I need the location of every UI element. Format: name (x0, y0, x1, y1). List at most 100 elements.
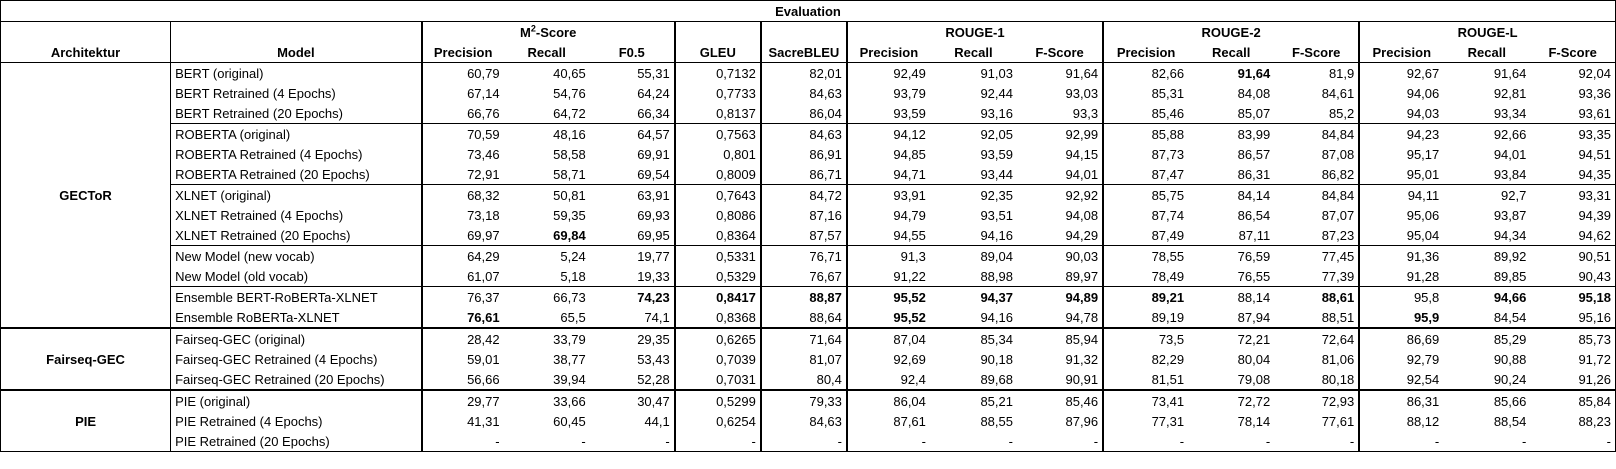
value-cell: 93,79 (845, 83, 930, 103)
value-cell: 84,14 (1237, 187, 1271, 203)
value-cell: 90,18 (980, 351, 1013, 367)
value-cell: 92,81 (1493, 85, 1527, 101)
value-cell: 0,6254 (673, 411, 761, 431)
value-cell: - (1530, 431, 1616, 452)
value-cell: 58,58 (553, 146, 586, 162)
table-row: New Model (old vocab) 61,07 5,18 19,33 0,532… (1, 266, 1616, 287)
value-cell: 64,72 (503, 103, 590, 124)
value-cell: 87,08 (1321, 146, 1355, 162)
value-cell: 69,54 (589, 164, 675, 185)
value-cell: 61,07 (420, 266, 504, 287)
value-cell: 19,33 (589, 266, 675, 287)
model-name-cell: XLNET (original) (170, 184, 423, 205)
value-cell: 85,66 (1493, 393, 1527, 409)
value-cell: 72,93 (1321, 393, 1355, 409)
value-cell: 79,08 (1188, 369, 1275, 391)
value-cell: 85,88 (1102, 123, 1189, 144)
value-cell: 0,7563 (673, 123, 761, 144)
value-cell: 59,35 (553, 207, 586, 223)
value-cell: 73,5 (1102, 328, 1189, 349)
value-cell: 54,76 (553, 85, 586, 101)
value-cell: 86,91 (759, 144, 847, 164)
model-group-cell (170, 21, 422, 42)
value-cell: 40,65 (553, 65, 586, 81)
value-cell: 81,9 (1328, 65, 1355, 81)
value-cell: 92,49 (845, 62, 930, 83)
value-cell: 94,11 (1358, 184, 1444, 205)
value-cell: 91,22 (845, 266, 930, 287)
architecture-cell: Fairseq-GEC (0, 328, 172, 391)
value-cell: 93,61 (1530, 103, 1616, 124)
value-cell: 86,71 (759, 164, 847, 185)
value-cell: 76,37 (420, 286, 504, 307)
value-cell: 91,64 (1493, 65, 1527, 81)
value-cell: 5,24 (560, 248, 586, 264)
value-cell: 90,51 (1530, 245, 1616, 266)
model-name-cell: Fairseq-GEC Retrained (20 Epochs) (170, 369, 423, 391)
value-cell: 92,05 (980, 126, 1013, 142)
value-cell: - (589, 431, 675, 452)
value-cell: 86,82 (1274, 164, 1360, 185)
value-cell: 87,61 (845, 411, 930, 431)
r1-precision-header: Precision (845, 42, 930, 63)
value-cell: 60,45 (553, 413, 586, 429)
value-cell: 78,49 (1102, 266, 1189, 287)
value-cell: 93,59 (980, 146, 1013, 162)
value-cell: 89,97 (1017, 266, 1104, 287)
value-cell: 90,91 (1017, 369, 1104, 391)
model-name-cell: Fairseq-GEC Retrained (4 Epochs) (170, 349, 423, 369)
value-cell: 0,5299 (673, 390, 761, 411)
value-cell: 79,33 (759, 390, 847, 411)
value-cell: 76,55 (1188, 266, 1275, 287)
table-row: XLNET (original) 68,32 50,81 63,91 0,7643 84,… (1, 184, 1616, 205)
value-cell: 89,21 (1102, 286, 1189, 307)
value-cell: 93,84 (1443, 164, 1531, 185)
value-cell: 0,8364 (673, 225, 761, 246)
value-cell: 74,23 (637, 289, 670, 305)
value-cell: 92,54 (1358, 369, 1444, 391)
value-cell: 50,81 (553, 187, 586, 203)
value-cell: 87,94 (1188, 307, 1275, 329)
sacrebleu-header: SacreBLEU (759, 42, 847, 63)
value-cell: 84,08 (1237, 85, 1271, 101)
value-cell: 93,16 (929, 103, 1017, 124)
value-cell: 33,79 (553, 331, 586, 347)
table-row: ROBERTA Retrained (20 Epochs) 72,91 58,71 6… (1, 164, 1616, 185)
value-cell: 92,67 (1358, 62, 1444, 83)
value-cell: 83,99 (1237, 126, 1271, 142)
value-cell: 92,04 (1530, 62, 1616, 83)
model-name-cell: New Model (new vocab) (170, 245, 423, 266)
value-cell: 38,77 (553, 351, 586, 367)
value-cell: 94,79 (845, 205, 930, 225)
value-cell: 91,28 (1358, 266, 1444, 287)
value-cell: 0,7733 (673, 83, 761, 103)
value-cell: 89,19 (1102, 307, 1189, 329)
value-cell: 90,03 (1065, 248, 1099, 264)
value-cell: 93,51 (980, 207, 1013, 223)
value-cell: 86,54 (1237, 207, 1271, 223)
value-cell: 77,39 (1274, 266, 1360, 287)
value-cell: 5,18 (503, 266, 590, 287)
value-cell: - (759, 431, 847, 452)
value-cell: 0,7132 (673, 62, 761, 83)
value-cell: 67,14 (420, 83, 504, 103)
value-cell: 93,87 (1493, 207, 1527, 223)
gleu-group-cell (673, 21, 761, 42)
value-cell: 87,07 (1321, 207, 1355, 223)
value-cell: 87,04 (845, 328, 930, 349)
value-cell: 90,88 (1493, 351, 1527, 367)
value-cell: - (1017, 431, 1104, 452)
value-cell: 56,66 (420, 369, 504, 391)
value-cell: 91,64 (1065, 65, 1099, 81)
value-cell: 89,68 (929, 369, 1017, 391)
value-cell: 92,35 (980, 187, 1013, 203)
table-row: Ensemble BERT-RoBERTa-XLNET 76,37 66,73 74,… (1, 286, 1616, 307)
table-row: PIE Retrained (4 Epochs) 41,31 60,45 44,1 0,… (1, 411, 1616, 431)
value-cell: 92,7 (1501, 187, 1527, 203)
value-cell: 0,7643 (673, 184, 761, 205)
value-cell: 53,43 (637, 351, 670, 367)
rouge2-header: ROUGE-2 (1102, 21, 1360, 42)
value-cell: 76,71 (759, 245, 847, 266)
value-cell: 85,75 (1102, 184, 1189, 205)
value-cell: 86,69 (1358, 328, 1444, 349)
